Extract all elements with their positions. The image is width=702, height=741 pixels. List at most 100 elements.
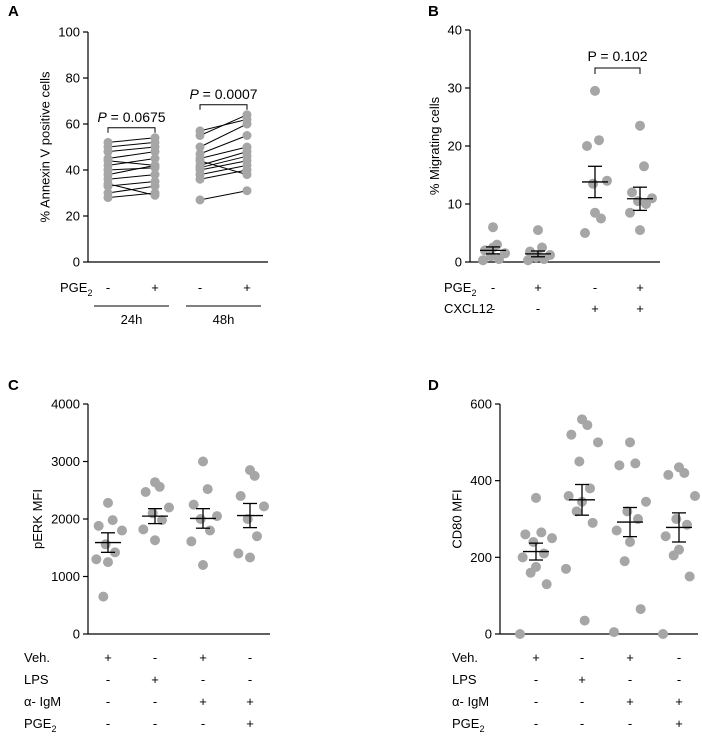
- data-point: [103, 165, 113, 175]
- condition-sign: +: [626, 694, 634, 709]
- data-point: [98, 591, 109, 602]
- data-point: [609, 627, 619, 638]
- condition-sign: -: [153, 694, 157, 709]
- y-tick-label: 1000: [51, 569, 80, 584]
- condition-sign: -: [248, 650, 252, 665]
- condition-sign: -: [677, 650, 681, 665]
- condition-sign: -: [106, 716, 110, 731]
- data-point: [690, 491, 700, 501]
- data-point: [537, 242, 547, 253]
- data-point: [242, 170, 252, 180]
- data-point: [619, 556, 630, 567]
- data-point: [242, 186, 252, 196]
- data-point: [630, 458, 641, 469]
- pair-line: [199, 160, 248, 171]
- data-point: [561, 563, 571, 574]
- pair-line: [199, 190, 248, 201]
- condition-sign: -: [593, 280, 597, 295]
- data-point: [571, 506, 582, 517]
- condition-label: α- IgM: [452, 694, 489, 709]
- data-point: [242, 160, 252, 170]
- y-axis-title: pERK MFI: [30, 489, 45, 549]
- y-tick-label: 30: [448, 81, 462, 96]
- condition-sign: -: [580, 650, 584, 665]
- data-point: [242, 142, 252, 152]
- condition-label: CXCL12: [444, 301, 493, 316]
- data-point: [242, 131, 252, 140]
- pair-line: [199, 118, 248, 132]
- data-point: [478, 255, 488, 266]
- data-point: [488, 222, 498, 233]
- condition-label: PGE2: [24, 716, 56, 734]
- data-point: [233, 548, 244, 559]
- condition-label: PGE2: [444, 280, 476, 298]
- data-point: [91, 554, 102, 565]
- condition-sign: -: [106, 280, 110, 295]
- data-point: [188, 499, 199, 510]
- data-point: [198, 560, 208, 570]
- data-point: [539, 548, 549, 559]
- panel-letter: C: [8, 377, 19, 394]
- condition-label: Veh.: [24, 650, 50, 665]
- condition-sign: -: [536, 301, 540, 316]
- data-point: [563, 491, 574, 501]
- condition-sign: +: [636, 301, 644, 316]
- y-tick-label: 3000: [51, 454, 80, 469]
- data-point: [590, 207, 600, 218]
- y-tick-label: 40: [448, 23, 462, 38]
- y-tick-label: 0: [73, 255, 80, 270]
- data-point: [93, 520, 104, 531]
- y-tick-label: 0: [485, 627, 492, 642]
- p-value-annotation: P = 0.102: [587, 48, 647, 64]
- data-point: [541, 579, 552, 590]
- condition-sign: -: [201, 716, 205, 731]
- data-point: [520, 529, 531, 540]
- condition-label: PGE2: [60, 280, 92, 298]
- data-point: [641, 199, 651, 209]
- y-tick-label: 20: [448, 139, 462, 154]
- condition-sign: -: [198, 280, 202, 295]
- pair-line: [107, 151, 156, 159]
- pair-line: [107, 164, 156, 176]
- data-point: [198, 456, 208, 467]
- data-point: [195, 170, 205, 180]
- data-point: [202, 484, 213, 495]
- data-point: [154, 481, 165, 492]
- condition-sign: +: [636, 280, 644, 295]
- data-point: [103, 179, 113, 189]
- data-point: [679, 468, 690, 478]
- condition-sign: -: [491, 280, 495, 295]
- significance-bracket: [594, 67, 641, 74]
- condition-sign: -: [580, 716, 584, 731]
- condition-sign: -: [628, 716, 632, 731]
- data-point: [660, 531, 671, 542]
- data-point: [517, 552, 528, 563]
- y-tick-label: 60: [66, 117, 80, 132]
- condition-sign: +: [243, 280, 251, 295]
- data-point: [658, 629, 668, 639]
- y-tick-label: 0: [73, 627, 80, 642]
- condition-sign: -: [106, 672, 110, 687]
- condition-sign: +: [626, 650, 634, 665]
- panel-letter: A: [8, 3, 19, 20]
- data-point: [150, 133, 160, 143]
- pair-line: [107, 141, 156, 148]
- data-point: [566, 429, 577, 440]
- data-point: [150, 154, 160, 163]
- data-point: [242, 151, 252, 161]
- data-point: [494, 254, 504, 265]
- condition-sign: +: [246, 694, 254, 709]
- data-point: [195, 149, 205, 159]
- data-point: [186, 536, 197, 547]
- data-point: [150, 170, 160, 180]
- condition-sign: -: [534, 694, 538, 709]
- data-point: [528, 537, 539, 547]
- condition-sign: -: [248, 672, 252, 687]
- y-tick-label: 400: [470, 473, 492, 488]
- data-point: [588, 178, 598, 189]
- pair-line: [107, 160, 156, 166]
- condition-sign: -: [153, 716, 157, 731]
- data-point: [635, 225, 645, 236]
- y-axis-title: CD80 MFI: [450, 489, 465, 548]
- data-point: [611, 525, 622, 536]
